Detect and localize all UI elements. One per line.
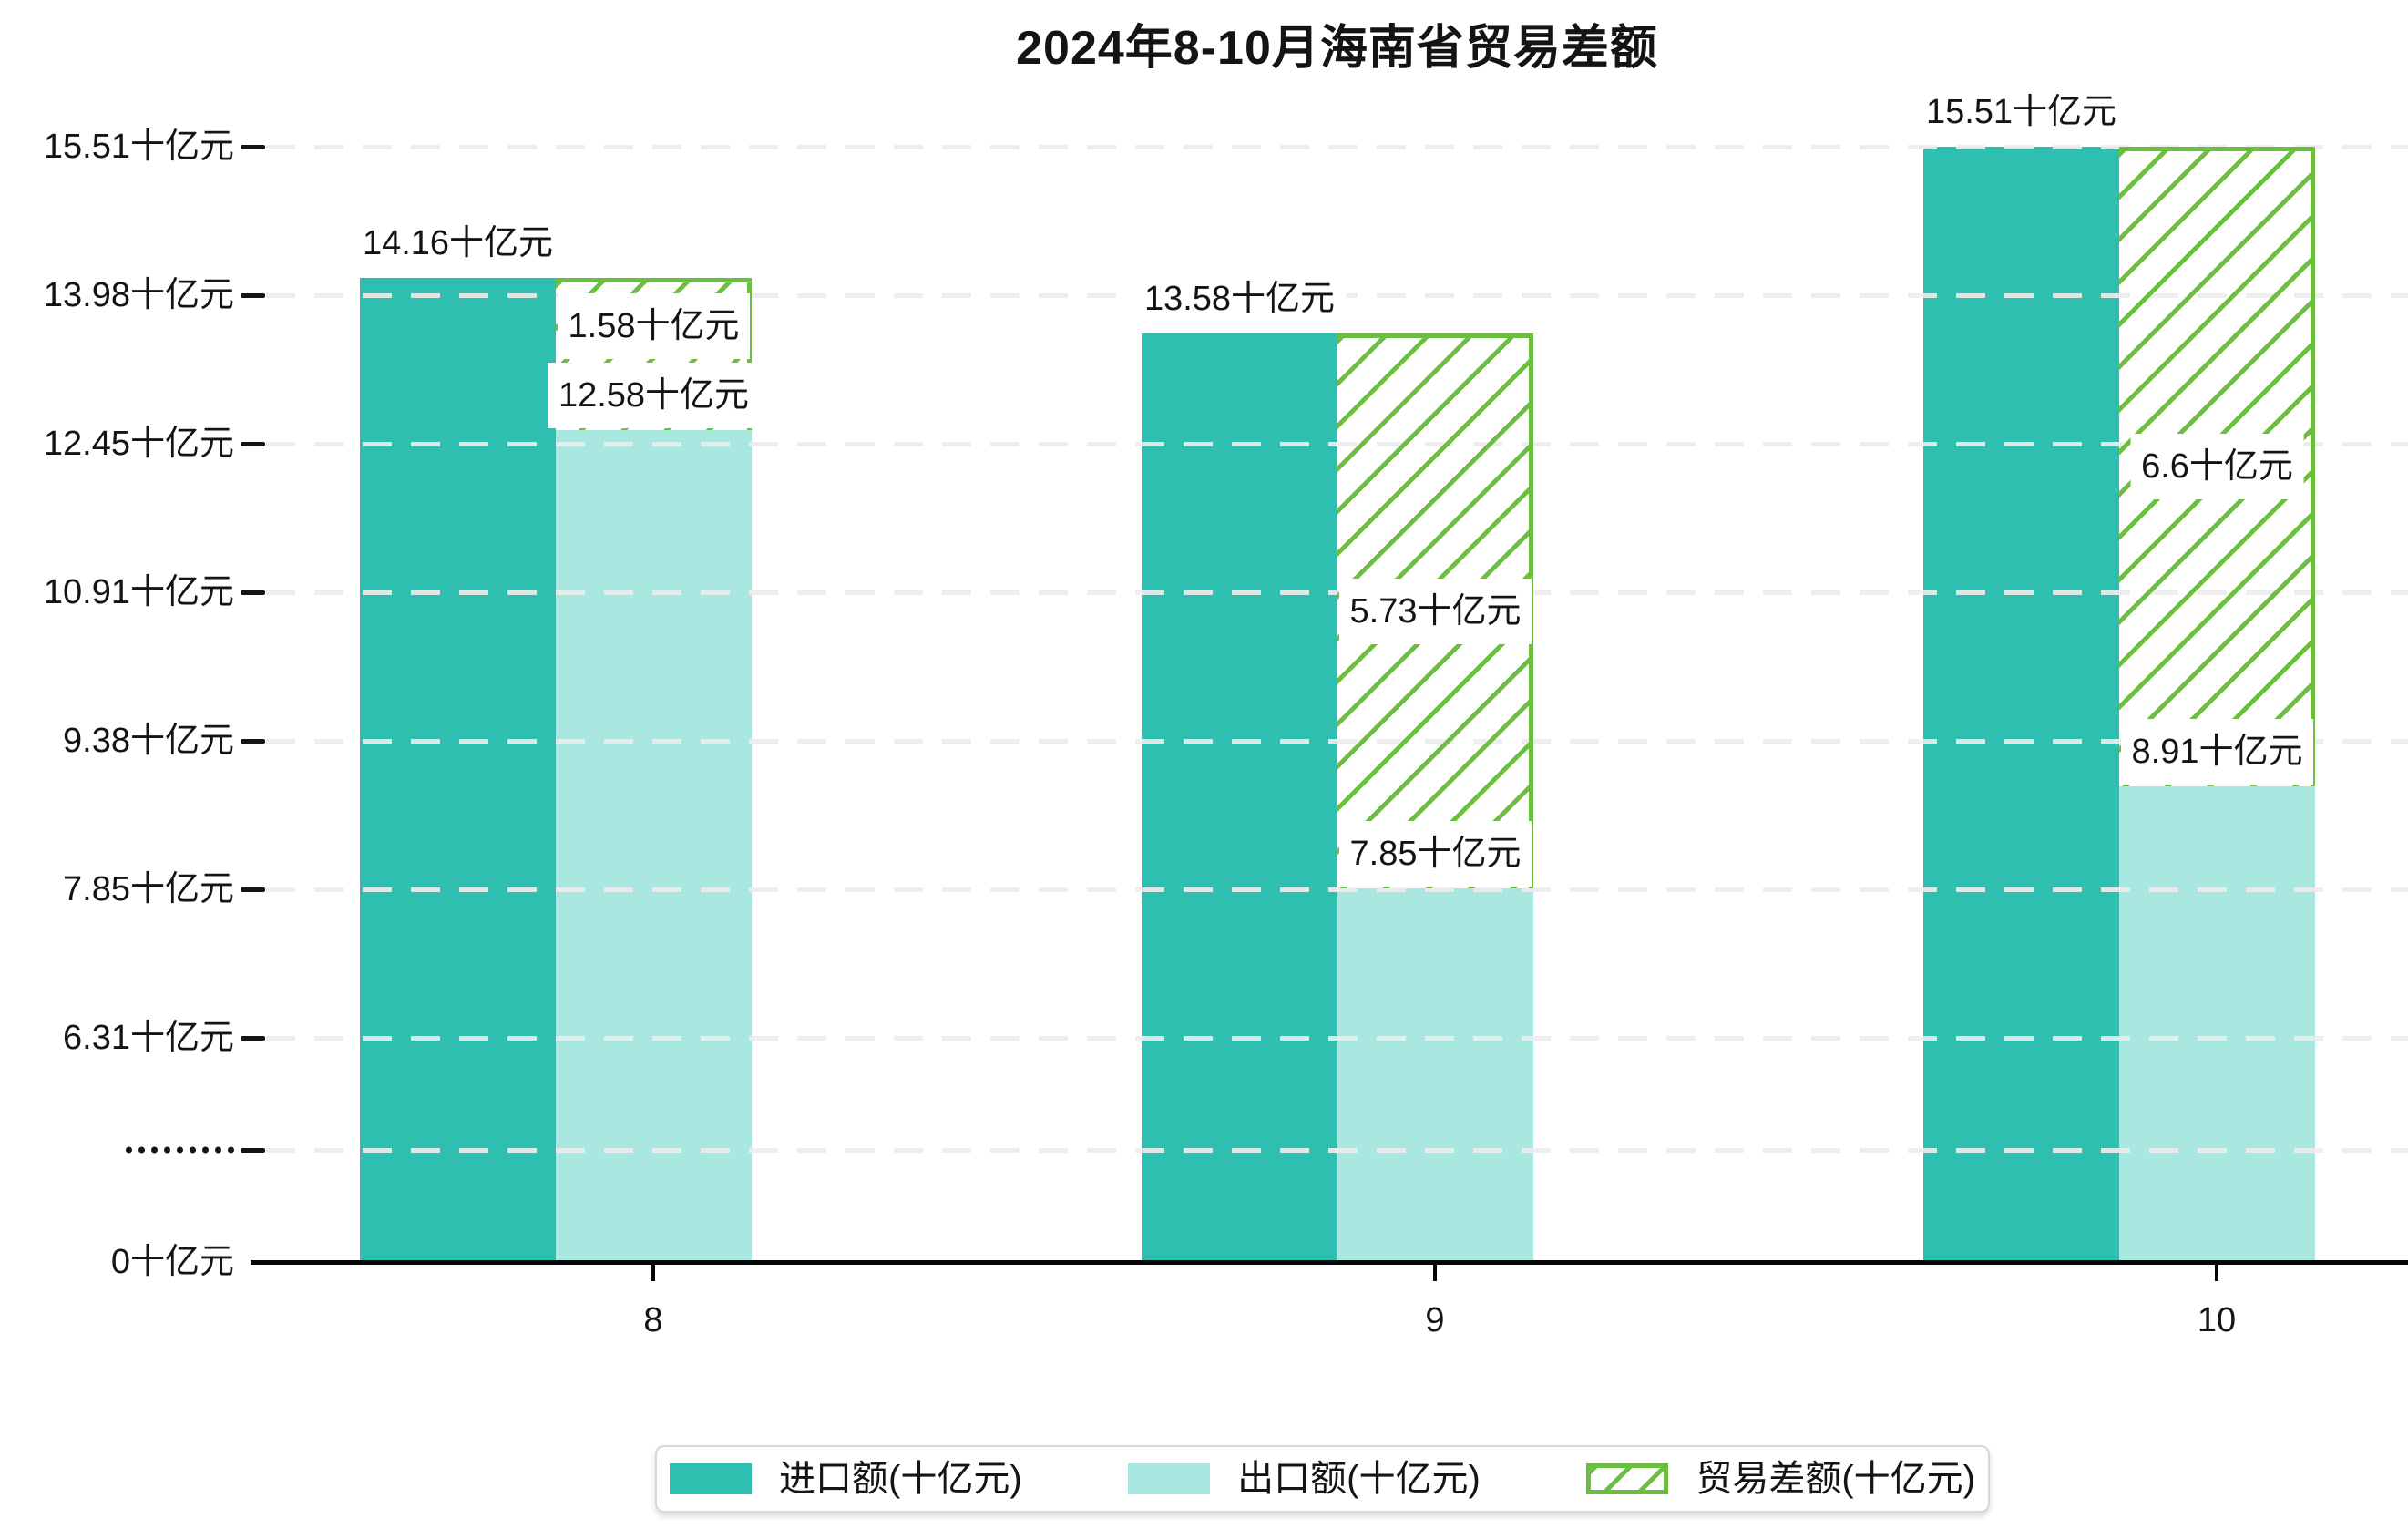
bar-import-9[interactable] xyxy=(1142,333,1337,1262)
x-tick-mark-8 xyxy=(651,1264,655,1281)
x-axis-line xyxy=(251,1260,2408,1265)
y-tick-label-15.51: 15.51十亿元 xyxy=(43,128,234,166)
y-tick-dash xyxy=(241,1036,265,1041)
value-label-import-10: 15.51十亿元 xyxy=(1914,79,2128,145)
gridline xyxy=(266,739,2408,744)
gridline xyxy=(266,887,2408,892)
gridline xyxy=(266,145,2408,149)
value-label-import-9: 13.58十亿元 xyxy=(1132,266,1347,333)
gridline xyxy=(266,1148,2408,1153)
export-swatch-icon xyxy=(1128,1463,1211,1494)
balance-hatch-swatch-icon xyxy=(1586,1463,1669,1494)
y-tick-label-0: 0十亿元 xyxy=(110,1243,234,1281)
value-label-balance-9: 5.73十亿元 xyxy=(1338,578,1532,644)
chart-title: 2024年8-10月海南省贸易差额 xyxy=(1016,22,1658,75)
legend: 进口额(十亿元) 出口额(十亿元) 贸易差额(十亿元) xyxy=(655,1445,1990,1513)
gridline xyxy=(266,1036,2408,1041)
value-label-export-8: 12.58十亿元 xyxy=(547,363,761,429)
value-label-import-8: 14.16十亿元 xyxy=(351,210,565,276)
y-tick-label-9.38: 9.38十亿元 xyxy=(63,722,234,760)
x-tick-label-8: 8 xyxy=(643,1301,663,1339)
y-tick-label-10.91: 10.91十亿元 xyxy=(43,573,234,611)
x-tick-label-9: 9 xyxy=(1425,1301,1445,1339)
bar-import-8[interactable] xyxy=(360,277,556,1262)
y-tick-dash xyxy=(241,1148,265,1153)
value-label-export-10: 8.91十亿元 xyxy=(2120,718,2314,785)
legend-entry-balance[interactable]: 贸易差额(十亿元) xyxy=(1586,1461,1975,1497)
y-tick-dash xyxy=(241,739,265,744)
legend-entry-export[interactable]: 出口额(十亿元) xyxy=(1128,1461,1481,1497)
bar-export-9[interactable] xyxy=(1337,888,1533,1262)
x-tick-mark-9 xyxy=(1433,1264,1437,1281)
gridline xyxy=(266,590,2408,595)
legend-label-balance: 贸易差额(十亿元) xyxy=(1696,1459,1975,1499)
bar-export-10[interactable] xyxy=(2119,785,2315,1262)
y-tick-label-7.85: 7.85十亿元 xyxy=(63,870,234,908)
y-tick-label-13.98: 13.98十亿元 xyxy=(43,276,234,314)
x-tick-label-10: 10 xyxy=(2197,1301,2237,1339)
y-tick-dash xyxy=(241,590,265,595)
y-tick-dash xyxy=(241,145,265,149)
y-tick-label-12.45: 12.45十亿元 xyxy=(43,425,234,463)
y-tick-label-6.31: 6.31十亿元 xyxy=(63,1019,234,1057)
bar-export-8[interactable] xyxy=(556,430,752,1262)
gridline xyxy=(266,442,2408,446)
value-label-balance-8: 1.58十亿元 xyxy=(557,293,751,360)
y-tick-dash xyxy=(241,293,265,298)
y-tick-dash xyxy=(241,442,265,446)
value-label-balance-10: 6.6十亿元 xyxy=(2130,433,2304,499)
legend-label-import: 进口额(十亿元) xyxy=(779,1459,1022,1499)
value-label-export-9: 7.85十亿元 xyxy=(1338,821,1532,887)
legend-label-export: 出口额(十亿元) xyxy=(1237,1459,1481,1499)
legend-entry-import[interactable]: 进口额(十亿元) xyxy=(670,1461,1022,1497)
import-swatch-icon xyxy=(670,1463,752,1494)
bar-import-10[interactable] xyxy=(1923,147,2119,1262)
y-tick-dash xyxy=(241,887,265,892)
y-axis-break-label xyxy=(126,1146,234,1154)
x-tick-mark-10 xyxy=(2215,1264,2218,1281)
